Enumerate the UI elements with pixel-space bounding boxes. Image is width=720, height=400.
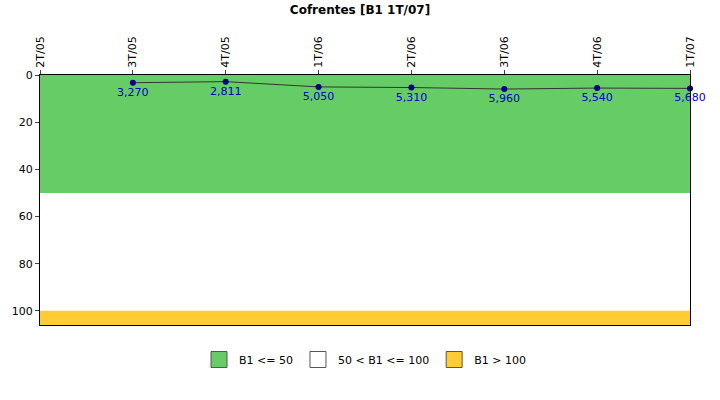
svg-text:5,310: 5,310 — [396, 91, 428, 104]
svg-text:B1 > 100: B1 > 100 — [474, 354, 526, 367]
svg-text:3T/06: 3T/06 — [498, 36, 511, 67]
svg-text:80: 80 — [19, 258, 33, 271]
svg-text:2,811: 2,811 — [210, 85, 242, 98]
svg-text:3,270: 3,270 — [117, 86, 149, 99]
svg-text:1T/06: 1T/06 — [312, 36, 325, 67]
svg-text:0: 0 — [26, 69, 33, 82]
svg-text:Cofrentes [B1 1T/07]: Cofrentes [B1 1T/07] — [290, 3, 430, 17]
svg-text:5,540: 5,540 — [581, 91, 613, 104]
svg-text:2T/05: 2T/05 — [34, 36, 47, 67]
svg-text:20: 20 — [19, 116, 33, 129]
svg-text:5,960: 5,960 — [489, 92, 521, 105]
svg-text:60: 60 — [19, 210, 33, 223]
svg-text:4T/05: 4T/05 — [219, 36, 232, 67]
svg-text:2T/06: 2T/06 — [405, 36, 418, 67]
svg-text:5,050: 5,050 — [303, 90, 335, 103]
svg-text:50 < B1 <= 100: 50 < B1 <= 100 — [338, 354, 429, 367]
svg-text:5,680: 5,680 — [674, 91, 706, 104]
svg-text:3T/05: 3T/05 — [126, 36, 139, 67]
svg-text:1T/07: 1T/07 — [684, 36, 697, 67]
svg-text:100: 100 — [12, 305, 33, 318]
svg-text:B1 <= 50: B1 <= 50 — [239, 354, 293, 367]
svg-text:4T/06: 4T/06 — [591, 36, 604, 67]
svg-text:40: 40 — [19, 163, 33, 176]
